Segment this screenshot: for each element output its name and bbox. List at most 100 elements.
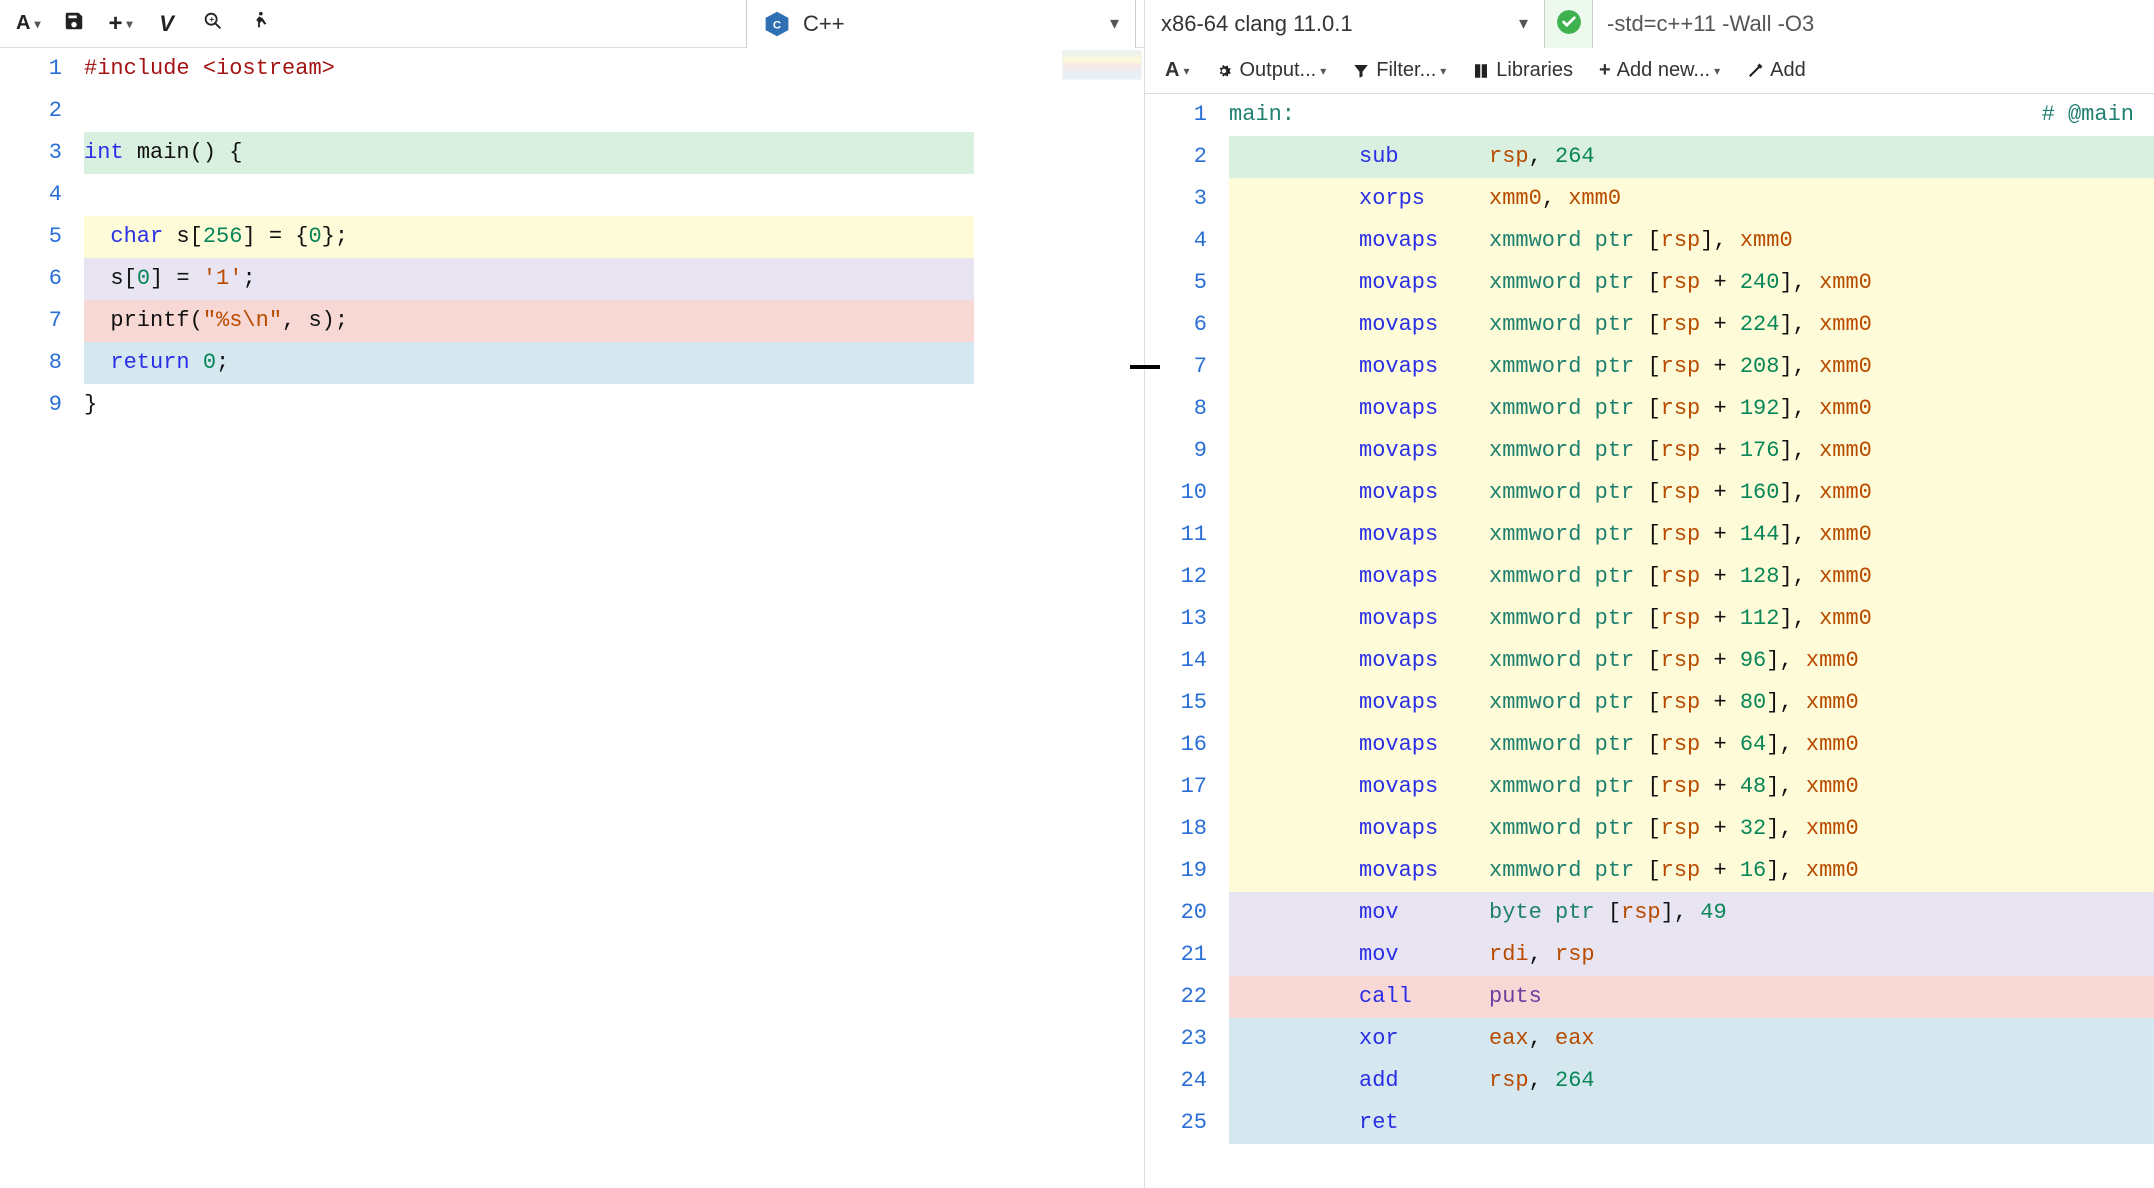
asm-font-label: A [1165,59,1179,82]
minimap[interactable] [1062,50,1142,80]
asm-line[interactable]: movapsxmmword ptr [rsp], xmm0 [1229,220,2154,262]
line-text: #include <iostream> [84,56,335,81]
vim-button[interactable]: V [147,6,187,42]
source-line[interactable]: #include <iostream> [84,48,1144,90]
asm-line[interactable]: ret [1229,1102,2154,1144]
compiler-label: x86-64 clang 11.0.1 [1161,11,1353,37]
asm-line[interactable]: movapsxmmword ptr [rsp + 208], xmm0 [1229,346,2154,388]
output-sub-toolbar: A Output... Filter... Libraries + Add ne… [1145,48,2154,94]
line-text: movapsxmmword ptr [rsp + 32], xmm0 [1229,816,1859,841]
asm-line[interactable]: movapsxmmword ptr [rsp + 16], xmm0 [1229,850,2154,892]
asm-line[interactable]: movapsxmmword ptr [rsp + 176], xmm0 [1229,430,2154,472]
font-label: A [16,12,30,35]
language-label: C++ [803,11,845,37]
source-line[interactable]: return 0; [84,342,1144,384]
source-pane: A + V + C C++ ▾ [0,0,1145,1188]
asm-line[interactable]: movapsxmmword ptr [rsp + 48], xmm0 [1229,766,2154,808]
source-code-area[interactable]: #include <iostream> int main() { char s[2… [80,48,1144,1188]
source-line[interactable]: printf("%s\n", s); [84,300,1144,342]
line-text: printf("%s\n", s); [84,308,348,333]
line-number: 1 [0,48,62,90]
add-menu[interactable]: + [100,6,140,42]
line-number: 16 [1145,724,1207,766]
cpp-insights-button[interactable] [239,6,279,42]
asm-line[interactable]: movapsxmmword ptr [rsp + 128], xmm0 [1229,556,2154,598]
asm-line[interactable]: movapsxmmword ptr [rsp + 192], xmm0 [1229,388,2154,430]
compile-status [1545,0,1593,48]
line-text: char s[256] = {0}; [84,224,348,249]
source-editor[interactable]: 123456789 #include <iostream>int main() … [0,48,1144,1188]
asm-line[interactable]: movapsxmmword ptr [rsp + 240], xmm0 [1229,262,2154,304]
line-number: 4 [1145,220,1207,262]
compiler-options-input[interactable] [1593,0,2154,48]
language-select[interactable]: C C++ ▾ [746,0,1136,48]
source-line[interactable]: } [84,384,1144,426]
compiler-select[interactable]: x86-64 clang 11.0.1 ▾ [1145,0,1545,48]
asm-line[interactable]: movapsxmmword ptr [rsp + 96], xmm0 [1229,640,2154,682]
line-text: } [84,392,97,417]
line-number: 9 [1145,430,1207,472]
asm-line[interactable]: xoreax, eax [1229,1018,2154,1060]
line-text: movbyte ptr [rsp], 49 [1229,900,1727,925]
source-line[interactable]: s[0] = '1'; [84,258,1144,300]
save-button[interactable] [54,6,94,42]
line-number: 22 [1145,976,1207,1018]
asm-line[interactable]: movapsxmmword ptr [rsp + 160], xmm0 [1229,472,2154,514]
line-text: movapsxmmword ptr [rsp + 224], xmm0 [1229,312,1872,337]
cpp-icon: C [763,10,791,38]
search-icon: + [202,10,224,38]
line-text: s[0] = '1'; [84,266,256,291]
source-line[interactable] [84,174,1144,216]
line-number: 13 [1145,598,1207,640]
pane-divider-handle[interactable] [1130,360,1160,374]
asm-line[interactable]: callputs [1229,976,2154,1018]
asm-line[interactable]: movapsxmmword ptr [rsp + 32], xmm0 [1229,808,2154,850]
asm-line[interactable]: movapsxmmword ptr [rsp + 144], xmm0 [1229,514,2154,556]
plus-icon: + [108,10,122,38]
line-text: movrdi, rsp [1229,942,1595,967]
output-label: Output... [1239,59,1316,82]
line-text: movapsxmmword ptr [rsp + 208], xmm0 [1229,354,1872,379]
line-number: 5 [0,216,62,258]
line-text: movapsxmmword ptr [rsp + 176], xmm0 [1229,438,1872,463]
output-menu[interactable]: Output... [1205,53,1336,89]
asm-font-menu[interactable]: A [1155,53,1199,89]
asm-code-area[interactable]: # @mainmain:subrsp, 264xorpsxmm0, xmm0mo… [1225,94,2154,1188]
asm-line[interactable]: movapsxmmword ptr [rsp + 80], xmm0 [1229,682,2154,724]
line-text: movapsxmmword ptr [rsp + 144], xmm0 [1229,522,1872,547]
source-line[interactable]: char s[256] = {0}; [84,216,1144,258]
line-number: 18 [1145,808,1207,850]
asm-gutter: 1234567891011121314151617181920212223242… [1145,94,1225,1188]
line-number: 17 [1145,766,1207,808]
asm-line[interactable]: subrsp, 264 [1229,136,2154,178]
asm-line[interactable]: addrsp, 264 [1229,1060,2154,1102]
filter-icon [1352,62,1370,80]
font-menu[interactable]: A [8,6,48,42]
line-text: movapsxmmword ptr [rsp + 160], xmm0 [1229,480,1872,505]
line-number: 9 [0,384,62,426]
asm-line[interactable]: movapsxmmword ptr [rsp + 112], xmm0 [1229,598,2154,640]
asm-line[interactable]: movapsxmmword ptr [rsp + 224], xmm0 [1229,304,2154,346]
asm-line[interactable]: movbyte ptr [rsp], 49 [1229,892,2154,934]
asm-line[interactable]: xorpsxmm0, xmm0 [1229,178,2154,220]
source-line[interactable]: int main() { [84,132,1144,174]
asm-line[interactable]: movapsxmmword ptr [rsp + 64], xmm0 [1229,724,2154,766]
add-new-menu[interactable]: + Add new... [1589,53,1730,89]
asm-line[interactable]: # @mainmain: [1229,94,2154,136]
line-text: ret [1229,1110,1489,1135]
libraries-label: Libraries [1496,59,1573,82]
plus-icon: + [1599,59,1611,82]
line-number: 1 [1145,94,1207,136]
search-button[interactable]: + [193,6,233,42]
line-text: addrsp, 264 [1229,1068,1595,1093]
filter-menu[interactable]: Filter... [1342,53,1456,89]
add-tool-button[interactable]: Add [1736,53,1816,89]
line-text: movapsxmmword ptr [rsp + 16], xmm0 [1229,858,1859,883]
asm-line[interactable]: movrdi, rsp [1229,934,2154,976]
libraries-button[interactable]: Libraries [1462,53,1583,89]
source-line[interactable] [84,90,1144,132]
line-text: movapsxmmword ptr [rsp + 48], xmm0 [1229,774,1859,799]
line-text: movapsxmmword ptr [rsp + 64], xmm0 [1229,732,1859,757]
asm-editor[interactable]: 1234567891011121314151617181920212223242… [1145,94,2154,1188]
line-number: 2 [0,90,62,132]
